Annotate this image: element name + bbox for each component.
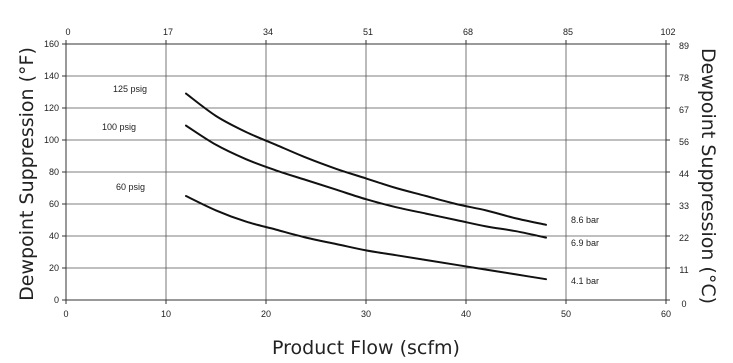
top-tick-label: 68 <box>463 27 473 37</box>
top-tick-label: 34 <box>263 27 273 37</box>
y-tick-label: 20 <box>49 263 59 273</box>
y-tick-label: 60 <box>49 199 59 209</box>
x-tick-label: 30 <box>361 309 371 319</box>
right-tick-label: 67 <box>679 105 689 115</box>
x-tick-label: 0 <box>63 309 68 319</box>
series-label-bar: 6.9 bar <box>571 238 599 248</box>
series-layer <box>185 92 547 281</box>
series-label-psig: 125 psig <box>113 84 147 94</box>
series-label-bar: 4.1 bar <box>571 276 599 286</box>
right-tick-label: 56 <box>679 137 689 147</box>
top-tick-label: 17 <box>163 27 173 37</box>
y-tick-label: 0 <box>54 295 59 305</box>
y-axis-title-right: Dewpoint Suppression (°C) <box>697 48 719 304</box>
x-tick-label: 10 <box>161 309 171 319</box>
y-tick-label: 140 <box>44 71 59 81</box>
right-tick-label: 11 <box>679 265 688 275</box>
y-tick-label: 100 <box>44 135 59 145</box>
x-tick-label: 20 <box>261 309 271 319</box>
y-tick-label: 160 <box>44 39 59 49</box>
series-line-125-psig <box>185 92 547 226</box>
y-axis-title-left: Dewpoint Suppression (°F) <box>16 47 38 301</box>
top-tick-label: 51 <box>363 27 373 37</box>
series-label-bar: 8.6 bar <box>571 215 599 225</box>
x-axis-title: Product Flow (scfm) <box>272 337 460 358</box>
right-tick-label: 89 <box>679 41 689 51</box>
x-tick-label: 50 <box>561 309 571 319</box>
grid-layer <box>66 44 666 300</box>
right-tick-label: 0 <box>681 299 686 309</box>
top-tick-label: 0 <box>65 27 70 37</box>
x-tick-label: 40 <box>461 309 471 319</box>
axes-layer: 0010172034305140685085601020204060801001… <box>44 27 689 319</box>
y-tick-label: 40 <box>49 231 59 241</box>
series-label-psig: 100 psig <box>102 122 136 132</box>
right-tick-label: 44 <box>679 169 689 179</box>
y-tick-label: 80 <box>49 167 59 177</box>
series-line-60-psig <box>185 195 547 281</box>
top-tick-label: 85 <box>563 27 573 37</box>
series-label-psig: 60 psig <box>116 182 145 192</box>
right-tick-label: 78 <box>679 73 689 83</box>
right-tick-label: 22 <box>679 233 689 243</box>
series-line-100-psig <box>185 124 547 239</box>
label-layer: 125 psig 8.6 bar 100 psig 6.9 bar 60 psig 4.1… <box>102 84 599 286</box>
x-tick-label: 60 <box>661 309 671 319</box>
y-tick-label: 120 <box>44 103 59 113</box>
top-tick-label: 102 <box>660 27 675 37</box>
right-tick-label: 33 <box>679 201 689 211</box>
